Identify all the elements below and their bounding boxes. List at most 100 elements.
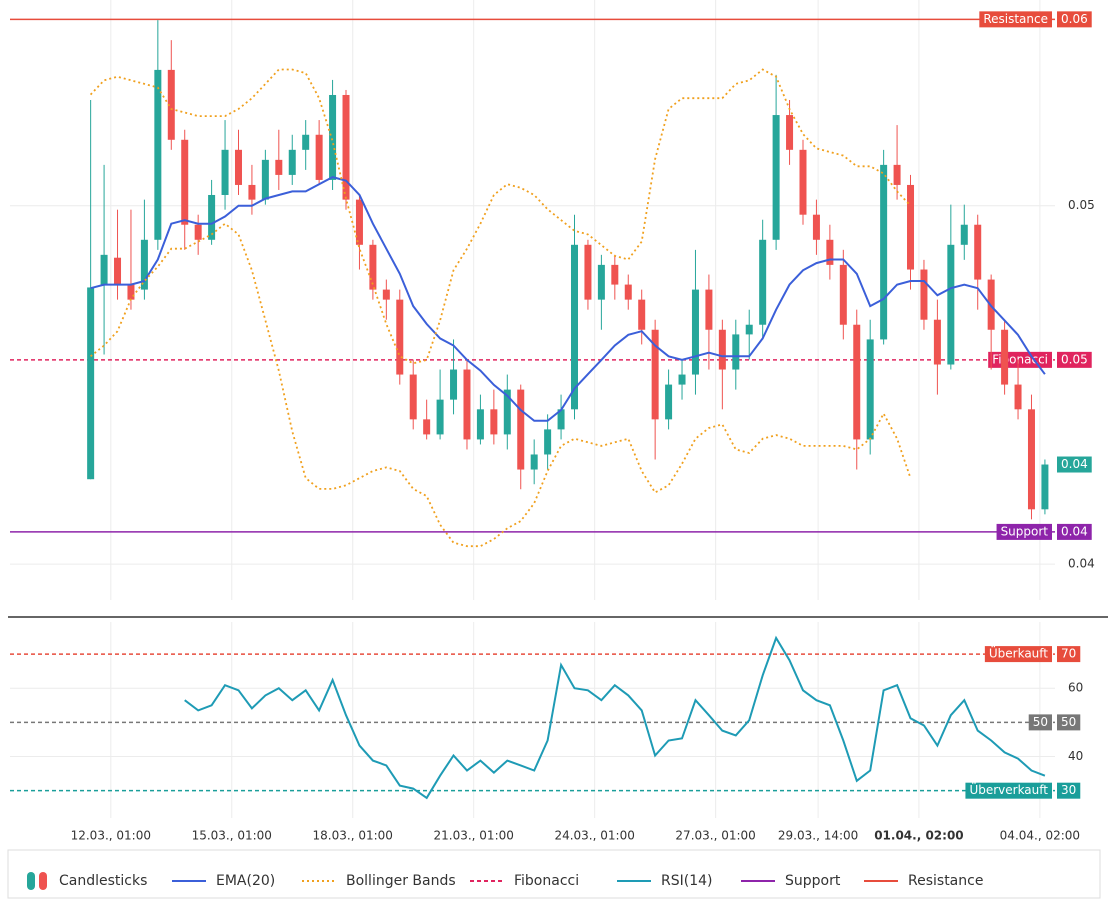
x-tick-label: 12.03., 01:00 [71, 829, 151, 843]
y-tick-label: 60 [1068, 681, 1083, 695]
level-label: Überkauft [989, 645, 1048, 661]
candle-body [221, 149, 229, 195]
candle-body [261, 159, 269, 200]
x-tick-label: 24.03., 01:00 [554, 829, 634, 843]
y-tick-label: 40 [1068, 749, 1083, 763]
candle-body [866, 339, 874, 440]
candle-body [450, 369, 458, 400]
legend-label[interactable]: RSI(14) [661, 873, 712, 889]
candle-body [100, 254, 108, 285]
x-tick-label: 27.03., 01:00 [675, 829, 755, 843]
candle-body [880, 164, 888, 340]
level-label: Support [1001, 524, 1049, 538]
x-tick-label: 29.03., 14:00 [778, 829, 858, 843]
candle-body [611, 264, 619, 285]
candle-body [557, 409, 565, 430]
candle-body [234, 149, 242, 185]
candle-body [799, 149, 807, 215]
last-price-label-box [1057, 456, 1092, 473]
candle-body [839, 264, 847, 325]
candle-body [369, 244, 377, 290]
candle-body [181, 139, 189, 225]
legend-label[interactable]: EMA(20) [216, 873, 275, 889]
candle-body [759, 239, 767, 325]
candle-body [463, 369, 471, 440]
rsi-line [184, 635, 1046, 800]
candle-body [584, 244, 592, 300]
level-label: Fibonacci [992, 352, 1048, 366]
level-label-box [996, 523, 1052, 540]
candle-body [772, 115, 780, 240]
candle-body [893, 164, 901, 185]
level-value-box [1057, 782, 1081, 799]
candle-body [127, 284, 135, 300]
candle-body [355, 199, 363, 245]
candle-body [665, 384, 673, 420]
level-value-box [1057, 351, 1092, 368]
level-value: 70 [1061, 647, 1076, 661]
candle-body [691, 289, 699, 375]
legend-label[interactable]: Bollinger Bands [346, 873, 456, 889]
x-tick-label: 21.03., 01:00 [434, 829, 514, 843]
level-value: 0.04 [1061, 524, 1088, 538]
candle-body [409, 374, 417, 420]
candle-body [530, 454, 538, 470]
candle-body [826, 239, 834, 265]
candle-body [1041, 464, 1049, 510]
candle-body [651, 329, 659, 420]
level-value: 50 [1061, 715, 1076, 729]
legend-label[interactable]: Support [785, 873, 841, 889]
candle-body [315, 134, 323, 180]
candle-body [571, 244, 579, 410]
candle-body [1014, 384, 1022, 410]
candle-body [745, 324, 753, 335]
level-value-box [1057, 646, 1081, 663]
last-price-label: 0.04 [1061, 457, 1088, 471]
candle-body [812, 214, 820, 240]
candle-body [194, 224, 202, 240]
candle-body [154, 69, 162, 240]
candle-body [907, 184, 915, 270]
candle-body [167, 69, 175, 140]
candle-body [1027, 409, 1035, 510]
level-value-box [1057, 11, 1092, 28]
candle-body [624, 284, 632, 300]
candle-body [544, 429, 552, 455]
candle-body [705, 289, 713, 330]
candle-body [960, 224, 968, 245]
candle-body [423, 419, 431, 435]
candle-body [476, 409, 484, 440]
y-tick-label: 0.04 [1068, 557, 1095, 571]
legend-icon [27, 872, 35, 890]
y-tick-label: 0.05 [1068, 198, 1095, 212]
candle-body [140, 239, 148, 290]
legend-box [7, 849, 1101, 899]
candle-body [342, 94, 350, 200]
legend-label[interactable]: Resistance [908, 873, 983, 889]
candle-body [490, 409, 498, 435]
candle-body [786, 115, 794, 150]
candle-body [718, 329, 726, 370]
level-value: 30 [1061, 783, 1076, 797]
candle-body [396, 299, 404, 375]
candle-body [275, 159, 283, 175]
level-label-box [979, 11, 1052, 28]
candle-body [436, 399, 444, 435]
legend-label[interactable]: Fibonacci [514, 873, 579, 889]
candle-body [1001, 329, 1009, 385]
band-lower [90, 222, 912, 548]
candle-body [853, 324, 861, 440]
candle-body [114, 257, 122, 285]
candle-body [288, 149, 296, 175]
candle-body [933, 319, 941, 365]
candle-body [208, 194, 216, 240]
legend-icon [39, 872, 47, 890]
level-label: Überverkauft [969, 781, 1048, 797]
level-value: 0.05 [1061, 352, 1088, 366]
legend-label[interactable]: Candlesticks [59, 873, 147, 889]
level-value-box [1057, 523, 1092, 540]
candle-body [87, 287, 95, 480]
